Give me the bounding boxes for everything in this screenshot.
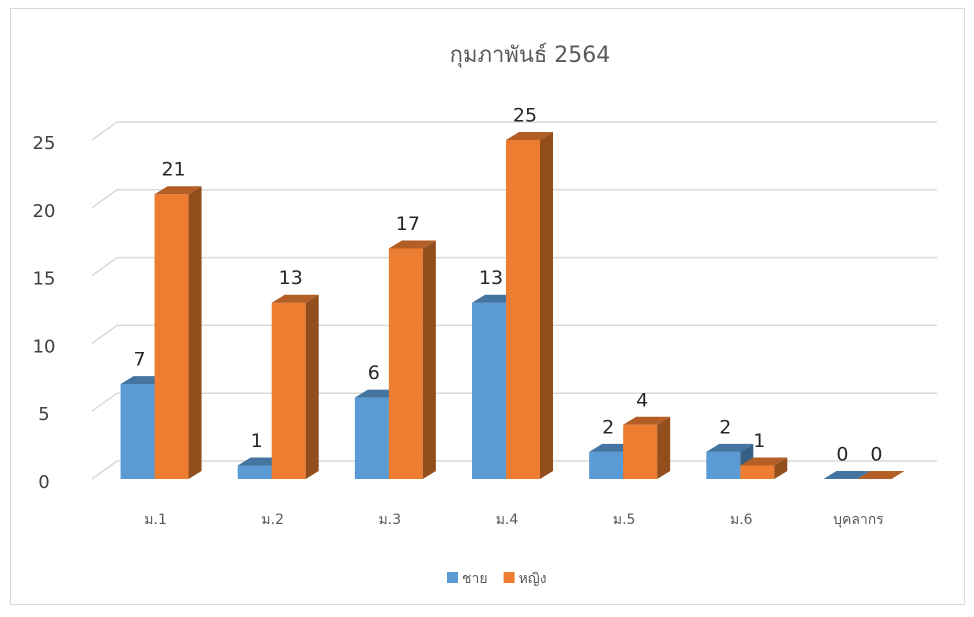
bar-top <box>823 471 871 479</box>
bar-top <box>388 240 436 249</box>
grid-line <box>91 189 937 209</box>
bar-front <box>271 302 306 479</box>
data-label: 4 <box>636 389 648 411</box>
bar-top <box>740 457 788 466</box>
bar-front <box>237 465 272 479</box>
bar-top <box>271 294 319 303</box>
legend-swatch <box>503 572 515 583</box>
bar-front <box>589 451 624 479</box>
data-label: 6 <box>368 362 380 384</box>
y-tick-label: 10 <box>33 336 56 357</box>
grid-line <box>91 324 937 345</box>
bar-top <box>706 443 754 452</box>
x-tick-label: ม.2 <box>261 512 284 528</box>
bar-side <box>774 457 788 479</box>
data-label: 25 <box>513 105 537 127</box>
y-tick-label: 15 <box>33 269 56 290</box>
bar-top <box>857 471 905 479</box>
data-label: 17 <box>396 213 420 235</box>
legend-label: หญิง <box>519 571 547 587</box>
grid-line <box>91 121 937 141</box>
data-label: 2 <box>602 416 614 438</box>
x-tick-label: ม.6 <box>730 512 753 528</box>
legend-label: ชาย <box>462 571 488 587</box>
legend-swatch <box>447 572 458 583</box>
chart-title: กุมภาพันธ์ 2564 <box>450 43 611 68</box>
bar-side <box>188 186 202 480</box>
y-tick-label: 25 <box>33 133 56 154</box>
bar-front <box>120 384 155 479</box>
x-tick-label: บุคลากร <box>833 512 884 528</box>
bar-front <box>623 424 658 479</box>
bar-top <box>623 416 671 425</box>
data-label: 1 <box>251 430 263 452</box>
data-label: 21 <box>161 159 185 181</box>
bar-side <box>657 416 671 479</box>
bar-side <box>540 132 553 479</box>
bar-front <box>354 397 389 479</box>
x-tick-label: ม.4 <box>496 512 519 528</box>
data-label: 0 <box>870 444 882 466</box>
y-tick-label: 5 <box>38 404 49 425</box>
bar-front <box>472 302 506 479</box>
data-label: 13 <box>279 267 303 289</box>
x-tick-label: ม.5 <box>613 512 636 528</box>
bar-front <box>740 465 775 479</box>
y-tick-label: 0 <box>38 472 49 493</box>
bar-front <box>154 194 189 480</box>
data-label: 2 <box>719 416 731 438</box>
bar-side <box>422 240 436 479</box>
data-label: 7 <box>134 349 146 371</box>
bar-top <box>154 186 202 195</box>
data-label: 0 <box>836 444 848 466</box>
bar-top <box>506 132 553 140</box>
x-tick-label: ม.1 <box>144 512 167 528</box>
bar-front <box>506 140 540 479</box>
data-label: 1 <box>753 430 765 452</box>
y-tick-label: 20 <box>33 201 56 222</box>
x-tick-label: ม.3 <box>379 512 402 528</box>
grid-line <box>91 256 937 277</box>
bar-front <box>706 451 741 479</box>
bar-side <box>305 294 319 479</box>
data-label: 13 <box>479 267 503 289</box>
bar-front <box>388 248 423 479</box>
grid-line <box>91 392 937 412</box>
